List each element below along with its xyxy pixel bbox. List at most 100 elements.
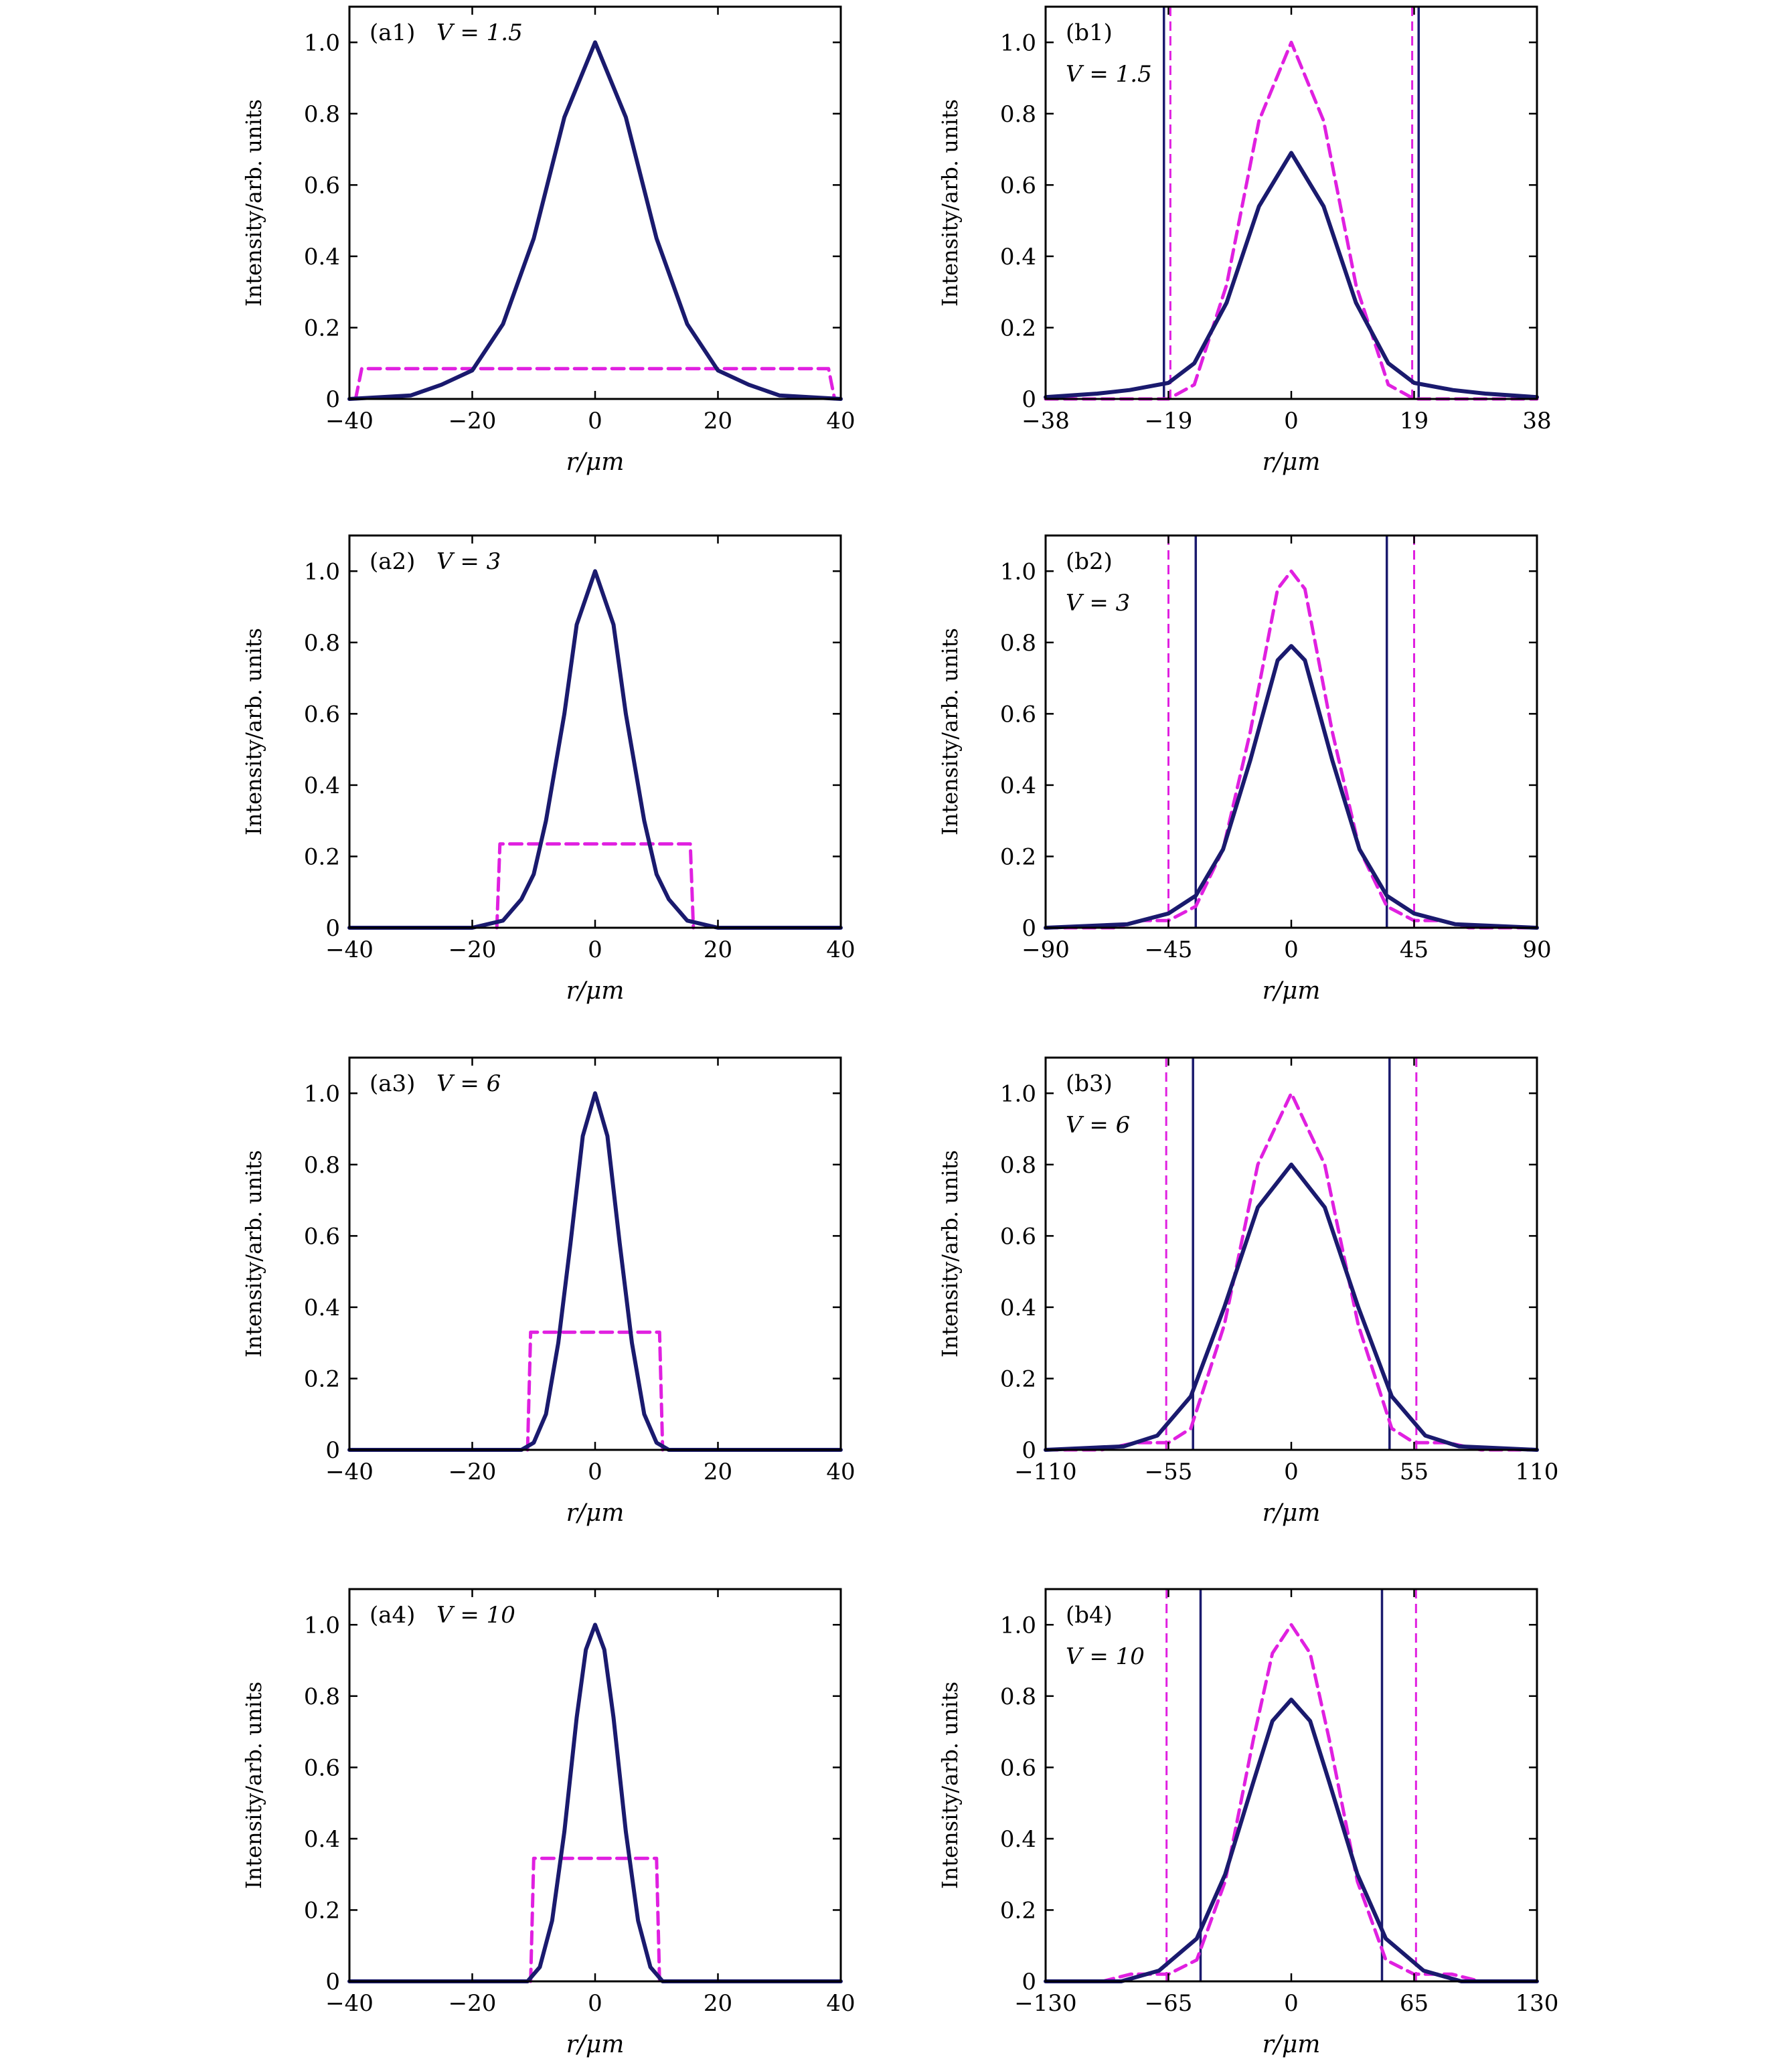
x-tick-label: −110 [1014,1459,1076,1485]
y-tick-label: 0 [1022,915,1036,942]
series-line-solid [1044,151,1539,400]
y-tick-label: 0.8 [1000,1152,1036,1179]
y-tick-label: 0 [325,1437,340,1464]
x-tick-label: 40 [826,1990,855,2017]
y-tick-label: 0.6 [1000,1223,1036,1250]
panel-label: (b4) [1066,1602,1113,1629]
panel-a3: −40 −20 0 20 40 0 0.2 0.4 0.6 0.8 1.0 Intensity/arb… [241,1056,856,1527]
y-tick-label: 0.4 [304,1826,340,1853]
y-tick-label: 0.6 [1000,172,1036,199]
y-tick-label: 0.6 [304,1754,340,1781]
x-tick-label: −19 [1145,408,1193,434]
x-tick-label: −40 [325,1459,374,1485]
y-tick-label: 0.6 [1000,701,1036,728]
series-line-solid [347,569,843,930]
x-tick-label: 0 [1284,1990,1299,2017]
y-axis-label: Intensity/arb. units [937,99,963,307]
y-tick-label: 0.8 [304,630,340,657]
x-tick-label: −45 [1145,936,1193,963]
v-parameter-label: V = 1.5 [1066,61,1152,88]
y-tick-label: 0 [1022,1437,1036,1464]
x-axis-label: r/μm [566,977,625,1005]
x-tick-label: −38 [1022,408,1070,434]
series-line-dashed [495,842,696,930]
panel-label: (b3) [1066,1070,1113,1097]
panel-b2: −90 −45 0 45 90 0 0.2 0.4 0.6 0.8 1.0 Intensity/arb… [937,534,1552,1005]
y-tick-label: 0.2 [1000,315,1036,341]
x-tick-label: −20 [449,936,497,963]
x-tick-label: 20 [704,1459,732,1485]
x-axis-label: r/μm [566,1499,625,1527]
x-tick-label: −40 [325,408,374,434]
x-tick-label: 20 [704,408,732,434]
panel-b4: −130 −65 0 65 130 0 0.2 0.4 0.6 0.8 1.0 Intensity/a… [937,1588,1559,2058]
x-tick-label: −40 [325,1990,374,2017]
x-axis-label: r/μm [1262,1499,1321,1527]
series-line-dashed [1044,1091,1539,1452]
x-tick-label: −55 [1145,1459,1193,1485]
x-tick-label: −20 [449,408,497,434]
y-tick-label: 0.4 [304,772,340,799]
series-line-solid [347,1091,843,1452]
series-line-solid [1044,644,1539,930]
y-tick-label: 0 [325,1969,340,1995]
x-tick-label: 20 [704,936,732,963]
y-tick-label: 1.0 [304,558,340,585]
y-tick-label: 1.0 [1000,29,1036,56]
x-tick-label: −20 [449,1459,497,1485]
x-tick-label: 90 [1522,936,1551,963]
y-tick-label: 1.0 [1000,1612,1036,1639]
x-tick-label: 0 [588,936,602,963]
x-tick-label: 19 [1400,408,1429,434]
y-tick-label: 0.4 [1000,1826,1036,1853]
y-tick-label: 0.4 [1000,1295,1036,1321]
y-tick-label: 0.2 [1000,1366,1036,1392]
x-tick-label: 55 [1400,1459,1429,1485]
x-tick-label: 65 [1400,1990,1429,2017]
axes-frame [348,5,842,400]
x-tick-label: 38 [1522,408,1551,434]
panel-a2: −40 −20 0 20 40 0 0.2 0.4 0.6 0.8 1.0 Intensity/arb… [241,534,856,1005]
y-axis-label: Intensity/arb. units [937,628,963,835]
y-tick-label: 0.6 [1000,1754,1036,1781]
x-tick-label: −20 [449,1990,497,2017]
x-tick-label: 130 [1516,1990,1559,2017]
y-tick-label: 1.0 [304,1612,340,1639]
y-tick-label: 0.2 [304,315,340,341]
y-tick-label: 0.4 [304,1295,340,1321]
panel-label: (a1) [370,19,415,46]
axes-frame [348,1588,842,1983]
series-line-dashed [1044,40,1539,401]
x-tick-label: 20 [704,1990,732,2017]
y-tick-label: 0.8 [1000,1683,1036,1710]
y-axis-label: Intensity/arb. units [937,1681,963,1889]
y-tick-label: 0.2 [304,843,340,870]
y-tick-label: 0.4 [1000,244,1036,270]
x-tick-label: 0 [588,1459,602,1485]
y-tick-label: 0.8 [304,1683,340,1710]
x-tick-label: 40 [826,1459,855,1485]
y-axis-label: Intensity/arb. units [937,1150,963,1357]
y-tick-label: 0 [325,386,340,413]
v-parameter-label: V = 3 [436,548,501,575]
v-parameter-label: V = 6 [436,1070,501,1097]
y-tick-label: 0.2 [304,1897,340,1924]
panel-a1: −40 −20 0 20 40 0 0.2 0.4 0.6 0.8 1.0 Intensity/arb… [241,5,856,476]
x-tick-label: 0 [588,408,602,434]
panel-label: (b2) [1066,548,1113,575]
y-tick-label: 0 [1022,386,1036,413]
x-tick-label: 0 [588,1990,602,2017]
y-tick-label: 0 [325,915,340,942]
series-line-dashed [353,367,837,401]
series-line-solid [347,1623,843,1983]
x-tick-label: −40 [325,936,374,963]
y-tick-label: 1.0 [304,29,340,56]
series-line-solid [347,40,843,401]
x-tick-label: −90 [1022,936,1070,963]
x-tick-label: −130 [1014,1990,1076,2017]
y-axis-label: Intensity/arb. units [241,1681,266,1889]
y-tick-label: 0.4 [1000,772,1036,799]
x-tick-label: 0 [1284,1459,1299,1485]
y-tick-label: 0 [1022,1969,1036,1995]
